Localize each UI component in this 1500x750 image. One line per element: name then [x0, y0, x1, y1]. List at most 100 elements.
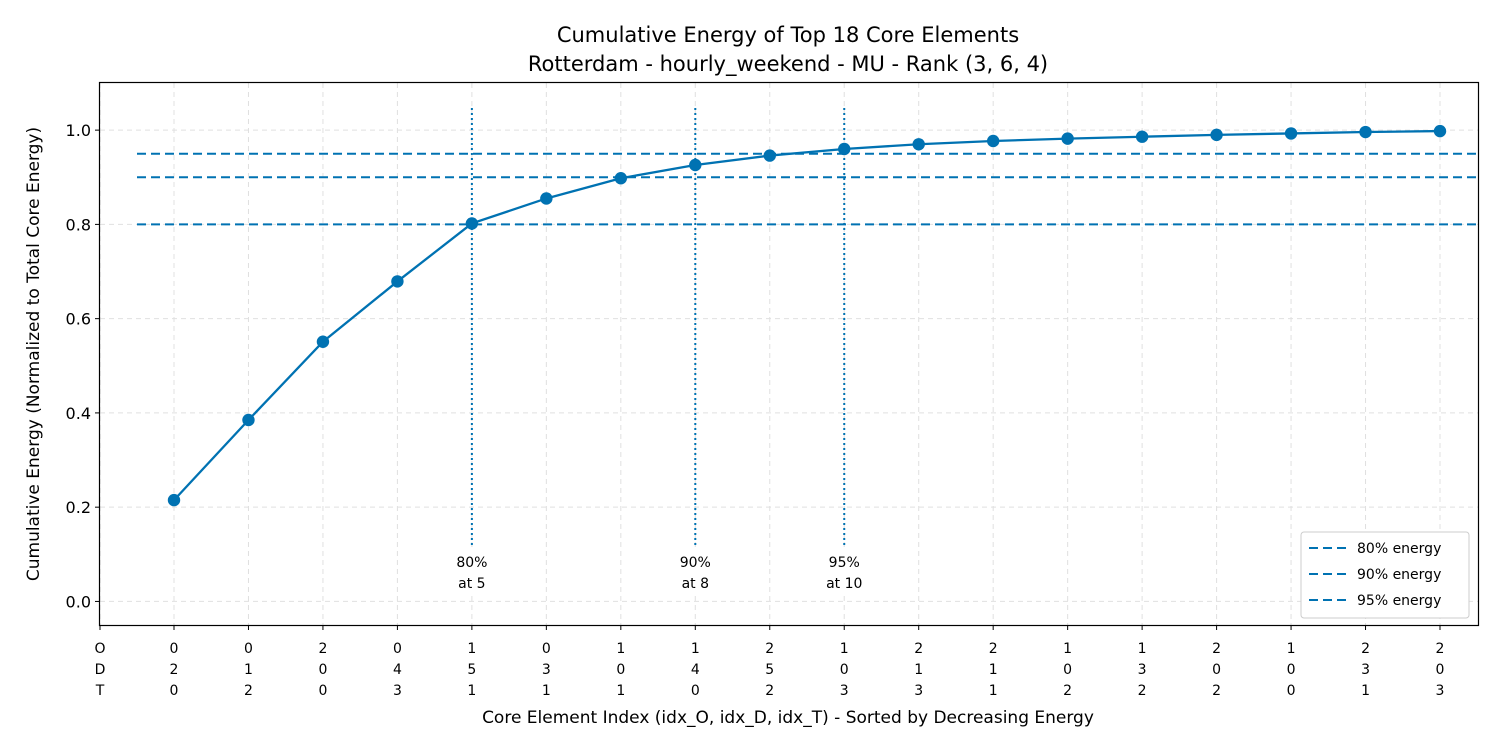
y-tick-label-3: 0.6	[66, 310, 91, 329]
data-point-15	[1210, 128, 1223, 142]
x-tick-label-4-0: 0	[393, 641, 402, 657]
x-tick-label-7-0: 1	[616, 641, 625, 657]
x-tick-label-12-2: 1	[989, 683, 998, 699]
x-tick-label-18-1: 0	[1436, 662, 1445, 678]
annotation-box-2	[814, 550, 875, 596]
data-point-4	[391, 275, 404, 288]
x-tick-label-7-1: 0	[616, 662, 625, 678]
data-point-9	[763, 149, 776, 162]
data-point-1	[167, 493, 181, 507]
x-tick-label-15-2: 2	[1212, 683, 1221, 699]
plot-frame	[98, 81, 1480, 627]
data-point-12	[986, 134, 1000, 148]
x-tick-label-15-0: 2	[1212, 641, 1221, 657]
x-tick-label-9-0: 2	[765, 641, 774, 657]
data-point-13	[1061, 132, 1074, 145]
x-tick-label-1-1: 2	[170, 662, 179, 678]
threshold-markers: 80% at 5 90% at 8 95% at 10	[441, 108, 875, 596]
x-tick-label-13-0: 1	[1063, 641, 1072, 657]
x-tick-label-1-0: 0	[170, 641, 179, 657]
x-tick-label-6-0: 0	[542, 641, 551, 657]
x-tick-label-4-1: 4	[393, 662, 402, 678]
chart-subtitle: Rotterdam - hourly_weekend - MU - Rank (…	[528, 52, 1048, 77]
x-tick-label-16-0: 1	[1287, 641, 1296, 657]
x-tick-label-11-0: 2	[914, 641, 923, 657]
x-tick-label-14-1: 3	[1138, 662, 1147, 678]
legend-label-1: 90% energy	[1357, 567, 1441, 583]
data-point-17	[1359, 125, 1372, 139]
y-axis-label: Cumulative Energy (Normalized to Total C…	[24, 127, 44, 581]
data-point-14	[1135, 130, 1149, 143]
threshold-annotation-1-0: 90%	[680, 555, 711, 571]
x-axis-key-2: T	[95, 683, 105, 699]
threshold-lines	[137, 152, 1478, 226]
x-tick-label-2-2: 2	[244, 683, 253, 699]
x-tick-label-5-0: 1	[467, 641, 476, 657]
x-tick-label-18-0: 2	[1436, 641, 1445, 657]
x-tick-label-14-2: 2	[1138, 683, 1147, 699]
x-tick-label-1-2: 0	[170, 683, 179, 699]
x-tick-label-17-2: 1	[1361, 683, 1370, 699]
y-axis-ticks: 0.0 0.2 0.4 0.6 0.8 1.0	[66, 121, 100, 611]
x-tick-label-8-2: 0	[691, 683, 700, 699]
x-tick-label-11-2: 3	[914, 683, 923, 699]
threshold-annotation-2-1: at 10	[826, 576, 862, 592]
legend-box	[1300, 531, 1470, 619]
x-tick-label-15-1: 0	[1212, 662, 1221, 678]
x-tick-label-16-1: 0	[1287, 662, 1296, 678]
y-tick-label-1: 0.2	[66, 498, 91, 517]
data-point-7	[614, 172, 628, 185]
x-tick-label-9-1: 5	[765, 662, 774, 678]
series-line	[167, 124, 1447, 507]
x-tick-label-10-1: 0	[840, 662, 849, 678]
threshold-annotation-0-0: 80%	[456, 555, 487, 571]
x-tick-label-3-1: 0	[318, 662, 327, 678]
x-tick-label-3-2: 0	[318, 683, 327, 699]
legend-label-0: 80% energy	[1357, 541, 1441, 557]
chart-title: Cumulative Energy of Top 18 Core Element…	[557, 23, 1019, 47]
cumulative-energy-line	[173, 129, 1441, 501]
grid	[99, 83, 1478, 625]
data-point-16	[1284, 127, 1298, 140]
x-tick-label-13-1: 0	[1063, 662, 1072, 678]
x-tick-label-10-2: 3	[840, 683, 849, 699]
y-tick-label-5: 1.0	[66, 121, 91, 140]
data-point-8	[689, 158, 702, 172]
y-tick-label-4: 0.8	[66, 215, 91, 234]
x-tick-label-6-2: 1	[542, 683, 551, 699]
data-point-3	[316, 335, 330, 348]
x-tick-label-2-0: 0	[244, 641, 253, 657]
x-axis-key-1: D	[95, 662, 106, 678]
y-tick-label-2: 0.4	[66, 404, 91, 423]
x-tick-label-17-0: 2	[1361, 641, 1370, 657]
x-tick-label-10-0: 1	[840, 641, 849, 657]
x-tick-label-11-1: 1	[914, 662, 923, 678]
x-axis-label: Core Element Index (idx_O, idx_D, idx_T)…	[482, 708, 1094, 728]
data-point-2	[242, 413, 255, 427]
data-point-6	[540, 192, 553, 205]
x-tick-label-7-2: 1	[616, 683, 625, 699]
x-tick-label-16-2: 0	[1287, 683, 1296, 699]
legend-label-2: 95% energy	[1357, 593, 1441, 609]
y-tick-label-0: 0.0	[66, 592, 91, 611]
x-tick-label-13-2: 2	[1063, 683, 1072, 699]
x-tick-label-8-0: 1	[691, 641, 700, 657]
x-tick-label-2-1: 1	[244, 662, 253, 678]
threshold-annotation-0-1: at 5	[458, 576, 485, 592]
x-tick-label-9-2: 2	[765, 683, 774, 699]
x-tick-label-3-0: 2	[318, 641, 327, 657]
data-point-10	[838, 142, 851, 156]
x-axis-key-0: O	[94, 641, 105, 657]
annotation-box-1	[665, 550, 726, 596]
legend: 80% energy 90% energy 95% energy	[1300, 531, 1470, 619]
x-tick-label-17-1: 3	[1361, 662, 1370, 678]
x-tick-label-12-1: 1	[989, 662, 998, 678]
x-tick-label-14-0: 1	[1138, 641, 1147, 657]
threshold-annotation-2-0: 95%	[829, 555, 860, 571]
x-tick-label-5-1: 5	[467, 662, 476, 678]
x-tick-label-5-2: 1	[467, 683, 476, 699]
annotation-box-0	[441, 550, 502, 596]
threshold-annotation-1-1: at 8	[682, 576, 709, 592]
x-tick-label-6-1: 3	[542, 662, 551, 678]
